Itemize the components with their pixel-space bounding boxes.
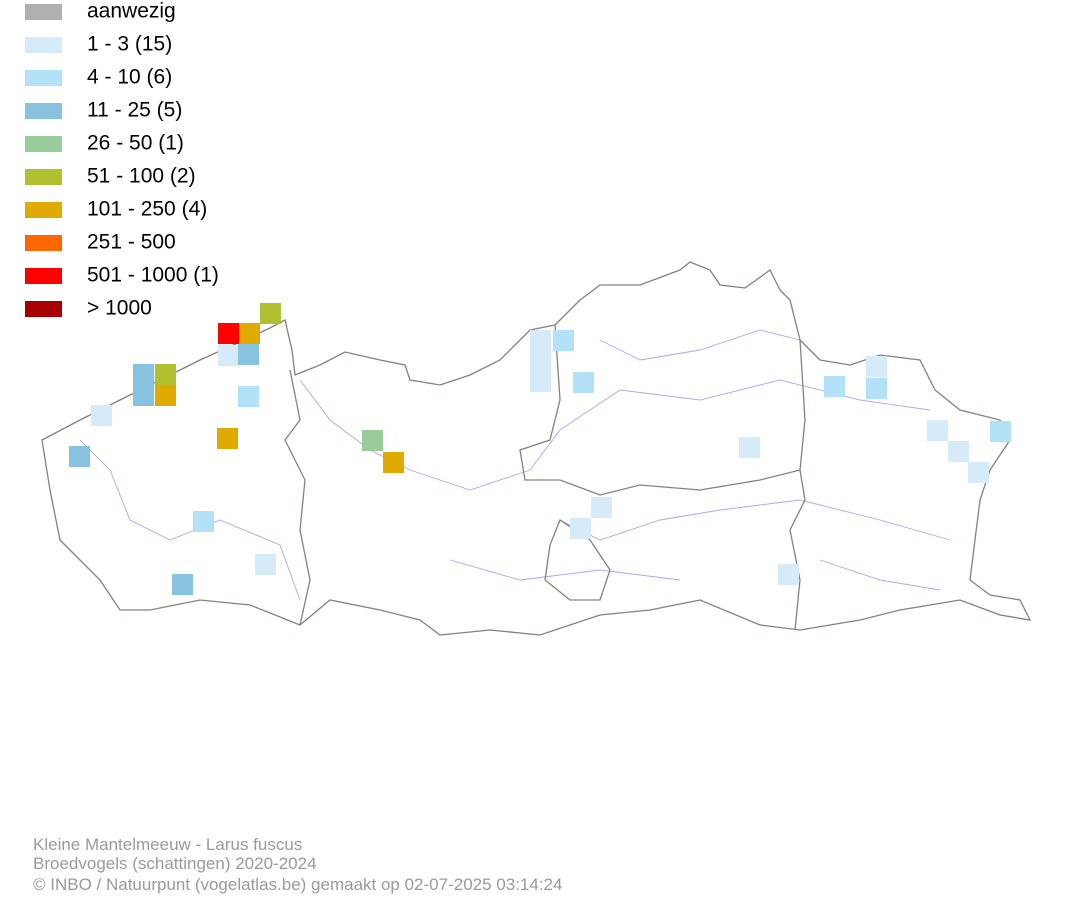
legend-label: 501 - 1000 (1) [87, 264, 219, 287]
grid-cell [530, 330, 551, 392]
legend-swatch [25, 103, 62, 119]
grid-cell [948, 441, 969, 462]
grid-cell [260, 303, 281, 324]
grid-cell [573, 372, 594, 393]
grid-cell [255, 554, 276, 575]
legend-label: 101 - 250 (4) [87, 198, 207, 221]
grid-cell [824, 376, 845, 397]
grid-cell [238, 344, 259, 365]
legend-swatch [25, 136, 62, 152]
legend-label: 11 - 25 (5) [87, 99, 182, 122]
legend-swatch [25, 70, 62, 86]
footer-line: Broedvogels (schattingen) 2020-2024 [33, 854, 317, 873]
grid-cell [218, 345, 239, 366]
footer-line: © INBO / Natuurpunt (vogelatlas.be) gema… [33, 875, 562, 894]
grid-cell [866, 356, 887, 377]
legend-label: > 1000 [87, 297, 152, 320]
grid-cell [383, 452, 404, 473]
grid-cell [218, 323, 239, 344]
province-border [284, 324, 806, 631]
grid-cells [69, 303, 1011, 595]
grid-cell [739, 437, 760, 458]
grid-cell [133, 364, 154, 406]
grid-cell [69, 446, 90, 467]
grid-cell [990, 421, 1011, 442]
grid-cell [239, 323, 260, 344]
grid-cell [362, 430, 383, 451]
grid-cell [91, 405, 112, 426]
grid-cell [866, 378, 887, 399]
legend-label: 4 - 10 (6) [87, 66, 172, 89]
grid-cell [155, 364, 176, 385]
legend-swatch [25, 301, 62, 317]
grid-cell [155, 385, 176, 406]
map-outline [41, 261, 1032, 636]
legend-label: 1 - 3 (15) [87, 33, 172, 56]
legend-swatch [25, 268, 62, 284]
grid-cell [238, 386, 259, 407]
legend-swatch [25, 235, 62, 251]
river [79, 329, 951, 601]
legend-label: 251 - 500 [87, 231, 176, 254]
grid-cell [570, 518, 591, 539]
legend: aanwezig 1 - 3 (15) 4 - 10 (6) 11 - 25 (5) 2… [25, 0, 219, 320]
grid-cell [927, 420, 948, 441]
grid-cell [172, 574, 193, 595]
legend-label: 51 - 100 (2) [87, 165, 196, 188]
grid-cell [591, 497, 612, 518]
grid-cell [553, 330, 574, 351]
legend-swatch [25, 4, 62, 20]
legend-label: aanwezig [87, 0, 176, 23]
legend-swatch [25, 37, 62, 53]
map [41, 261, 1032, 636]
legend-label: 26 - 50 (1) [87, 132, 184, 155]
grid-cell [778, 564, 799, 585]
brussels-border [544, 519, 611, 601]
grid-cell [217, 428, 238, 449]
legend-swatch [25, 169, 62, 185]
grid-cell [193, 511, 214, 532]
legend-swatch [25, 202, 62, 218]
grid-cell [968, 462, 989, 483]
footer-line: Kleine Mantelmeeuw - Larus fuscus [33, 835, 302, 854]
